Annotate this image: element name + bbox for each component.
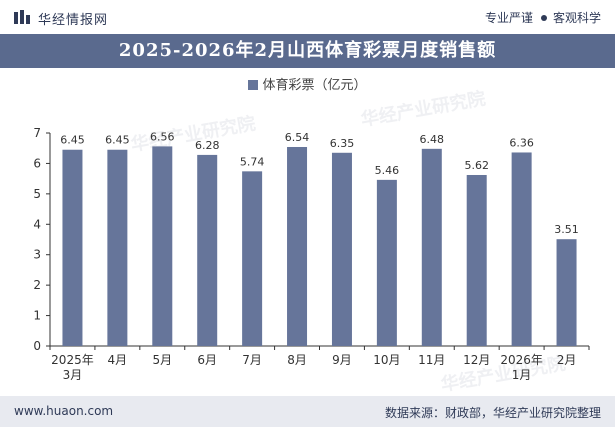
- bar: [331, 152, 352, 346]
- x-tick-label: 4月: [108, 353, 128, 367]
- x-tick-label: 2025年: [51, 353, 94, 367]
- bar: [421, 148, 442, 346]
- x-tick-label: 5月: [152, 353, 172, 367]
- legend-swatch: [248, 80, 259, 90]
- legend-label: 体育彩票（亿元）: [262, 78, 367, 93]
- y-tick-label: 4: [33, 217, 41, 231]
- x-tick-label: 9月: [332, 353, 352, 367]
- header-bar: 华经情报网 专业严谨 客观科学: [0, 0, 615, 34]
- x-tick-label: 6月: [197, 353, 217, 367]
- data-label: 6.45: [60, 134, 85, 147]
- bar: [287, 146, 308, 346]
- tagline-left: 专业严谨: [484, 11, 533, 25]
- y-tick-label: 0: [33, 339, 41, 353]
- bar: [242, 171, 263, 346]
- x-tick-label: 3月: [63, 368, 83, 382]
- bar: [511, 152, 532, 346]
- x-tick-label: 2月: [557, 353, 577, 367]
- bar: [152, 146, 173, 346]
- data-label: 5.46: [375, 164, 400, 177]
- x-tick-label: 2026年: [500, 353, 543, 367]
- bar: [197, 154, 218, 346]
- footer-bar: www.huaon.com 数据来源：财政部，华经产业研究院整理: [0, 396, 615, 427]
- bar: [62, 149, 83, 346]
- data-label: 6.45: [105, 134, 130, 147]
- bar: [466, 174, 487, 346]
- y-tick-label: 1: [33, 309, 41, 323]
- x-tick-label: 7月: [242, 353, 262, 367]
- chart-legend: 体育彩票（亿元）: [0, 74, 615, 94]
- y-tick-label: 7: [33, 126, 41, 140]
- footer-url: www.huaon.com: [14, 404, 114, 418]
- chart-title: 2025-2026年2月山西体育彩票月度销售额: [0, 34, 615, 68]
- y-tick-label: 2: [33, 278, 41, 292]
- x-tick-label: 10月: [373, 353, 400, 367]
- bar: [107, 149, 128, 346]
- data-label: 3.51: [554, 223, 579, 236]
- bar: [376, 179, 397, 346]
- data-label: 6.54: [285, 131, 310, 144]
- x-tick-label: 12月: [463, 353, 490, 367]
- brand-name: 华经情报网: [38, 13, 109, 28]
- y-tick-label: 3: [33, 248, 41, 262]
- tagline: 专业严谨 客观科学: [485, 9, 601, 26]
- data-label: 5.74: [240, 155, 265, 168]
- footer-source: 数据来源：财政部，华经产业研究院整理: [384, 406, 601, 420]
- y-tick-label: 5: [33, 187, 41, 201]
- data-label: 5.62: [464, 159, 489, 172]
- tagline-right: 客观科学: [552, 11, 601, 25]
- data-label: 6.35: [330, 137, 355, 150]
- y-tick-label: 6: [33, 156, 41, 170]
- data-label: 6.56: [150, 130, 175, 143]
- data-label: 6.28: [195, 139, 220, 152]
- x-tick-label: 8月: [287, 353, 307, 367]
- separator-dot-icon: [540, 15, 547, 21]
- x-tick-label: 1月: [512, 368, 532, 382]
- x-tick-label: 11月: [418, 353, 445, 367]
- data-label: 6.36: [509, 136, 534, 149]
- brand-logo-icon: [14, 10, 30, 24]
- bar: [556, 239, 577, 346]
- data-label: 6.48: [420, 133, 445, 146]
